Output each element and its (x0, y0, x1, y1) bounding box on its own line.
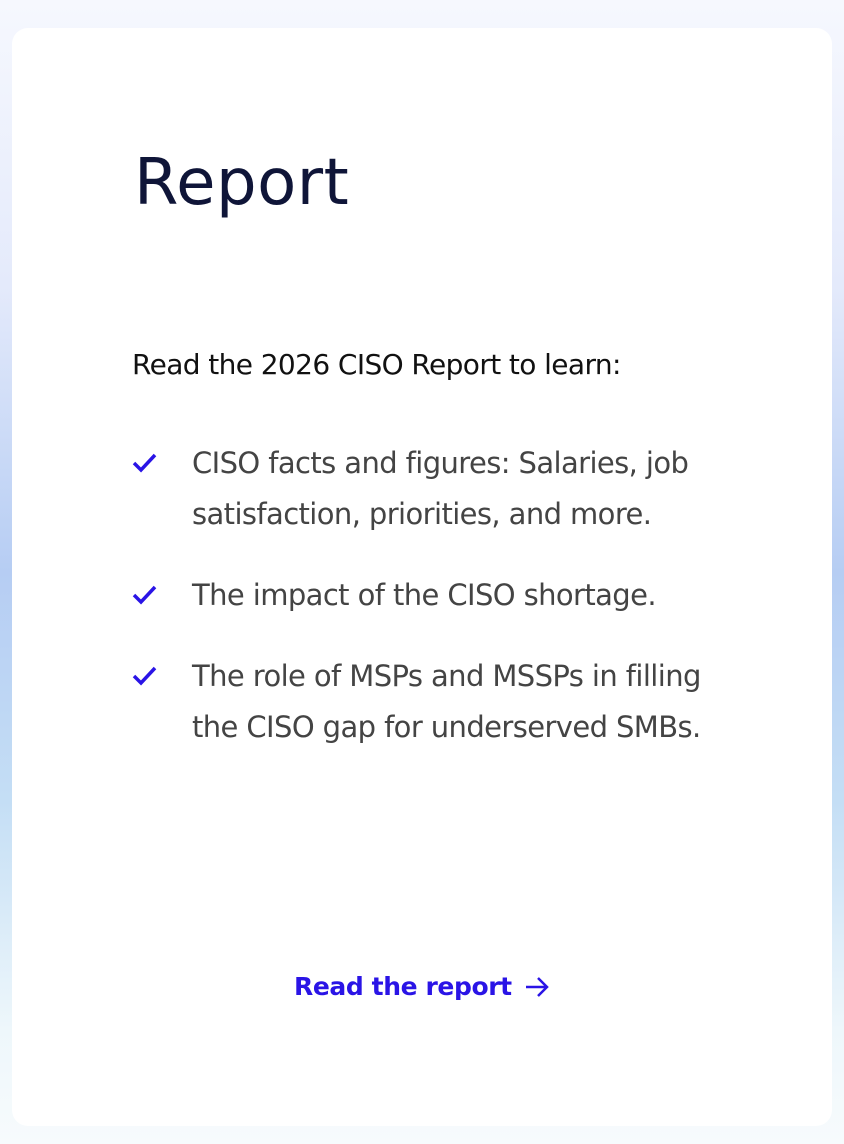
item-text: The role of MSPs and MSSPs in filling th… (192, 659, 701, 744)
list-item: The impact of the CISO shortage. (132, 570, 712, 621)
benefit-list: CISO facts and figures: Salaries, job sa… (132, 438, 712, 783)
item-text: The impact of the CISO shortage. (192, 578, 657, 612)
link-text: Read the report (294, 972, 512, 1001)
check-icon (132, 666, 157, 686)
read-report-link[interactable]: Read the report (294, 972, 550, 1001)
intro: Read the 2026 CISO Report to learn: (132, 348, 621, 381)
list-item: CISO facts and figures: Salaries, job sa… (132, 438, 712, 540)
item-text: CISO facts and figures: Salaries, job sa… (192, 446, 689, 531)
title: Report (134, 146, 350, 220)
arrow-icon (525, 976, 549, 997)
check-icon (132, 453, 157, 473)
report-card: Report Read the 2026 CISO Report to lear… (12, 28, 832, 1126)
check-icon (132, 585, 157, 605)
list-item: The role of MSPs and MSSPs in filling th… (132, 651, 712, 753)
